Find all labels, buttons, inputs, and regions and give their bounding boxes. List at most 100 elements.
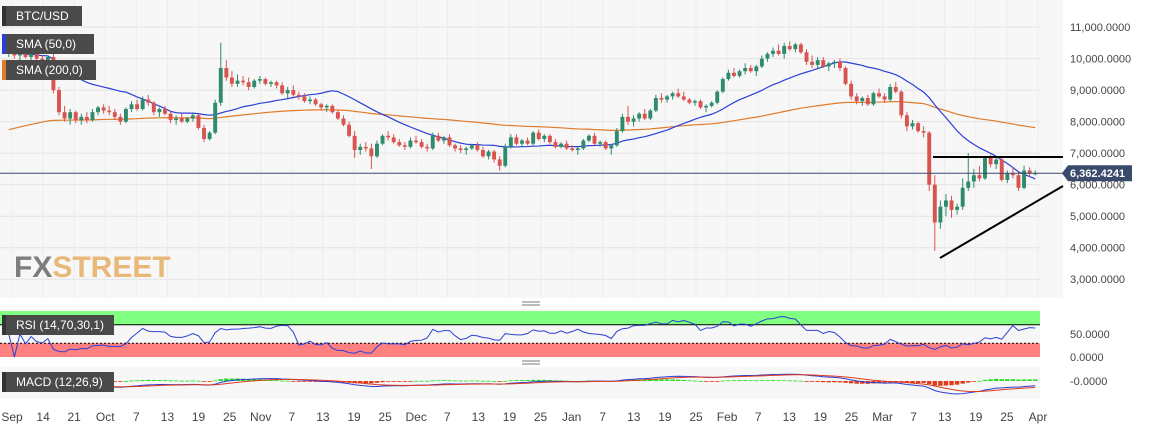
candle-body [402, 145, 407, 147]
macd-histogram-bar [731, 380, 737, 382]
candle-body [464, 148, 469, 150]
x-tick-label: 7 [288, 410, 295, 424]
sma200-text: SMA (200,0) [16, 63, 83, 77]
candle-body [547, 135, 552, 143]
candle-body [369, 148, 374, 157]
macd-histogram-bar [129, 380, 134, 382]
macd-histogram-bar [653, 379, 659, 381]
candle-body [871, 93, 876, 105]
candle-body [553, 142, 558, 147]
macd-histogram-bar [185, 380, 190, 382]
candle-body [436, 135, 441, 141]
candle-body [564, 143, 569, 149]
macd-histogram-bar [703, 381, 709, 382]
price-grid [0, 0, 1040, 298]
candle-body [603, 142, 608, 149]
macd-histogram-bar [670, 379, 675, 381]
candle-body [687, 99, 692, 103]
macd-histogram-bar [252, 379, 257, 381]
candle-body [330, 105, 335, 113]
candle-body [213, 102, 218, 133]
macd-histogram-bar [369, 381, 374, 384]
candle-body [1010, 173, 1015, 176]
macd-histogram-bar [452, 380, 458, 382]
macd-histogram-bar [793, 380, 798, 382]
candle-body [854, 96, 859, 102]
candle-body [1016, 175, 1021, 188]
candle-body [916, 123, 921, 132]
sma200-label[interactable]: SMA (200,0) [2, 60, 96, 80]
candle-body [246, 82, 251, 87]
macd-histogram-bar [1021, 379, 1027, 381]
macd-histogram-bar [279, 380, 285, 382]
macd-histogram-bar [1032, 379, 1038, 381]
x-tick-label: Oct [96, 410, 115, 424]
separator-1[interactable] [0, 298, 1063, 308]
macd-histogram-bar [480, 380, 486, 382]
candle-body [754, 66, 759, 72]
candle-body [971, 175, 976, 182]
candle-body [865, 97, 870, 105]
candle-body [653, 97, 658, 111]
sma-200-path [8, 100, 1036, 131]
candle-body [737, 71, 742, 76]
candle-body [469, 145, 474, 149]
x-tick-label: 19 [814, 410, 828, 424]
x-tick-label: 25 [223, 410, 237, 424]
macd-histogram-bar [413, 380, 419, 382]
resize-handle-2[interactable] [522, 360, 540, 365]
candle-body [620, 116, 625, 132]
macd-histogram-bar [715, 381, 720, 382]
macd-histogram-bar [1010, 379, 1016, 381]
macd-histogram-bar [966, 381, 971, 383]
candle-body [107, 110, 112, 113]
candle-body [798, 44, 803, 53]
macd-histogram-bar [397, 381, 402, 382]
sma50-label[interactable]: SMA (50,0) [2, 34, 94, 54]
macd-histogram-bar [742, 380, 748, 381]
candle-body [732, 72, 736, 76]
candle-body [614, 131, 619, 146]
candle-body [174, 118, 179, 121]
candle-body [508, 137, 513, 147]
macd-histogram-bar [335, 381, 341, 383]
candle-body [313, 99, 318, 105]
candle-body [743, 68, 748, 72]
candle-body [40, 58, 45, 61]
macd-histogram-bar [754, 380, 759, 382]
macd-histogram-bar [168, 380, 173, 382]
candle-body [525, 140, 530, 144]
separator-2[interactable] [0, 358, 1063, 366]
rsi-line [8, 316, 1036, 358]
symbol-label[interactable]: BTC/USD [2, 6, 82, 26]
macd-histogram-bar [201, 381, 207, 382]
macd-histogram-bar [737, 380, 742, 381]
resize-handle-1[interactable] [522, 301, 540, 306]
macd-tick-label: -0.0000 [1070, 376, 1107, 388]
macd-histogram-bar [776, 380, 781, 382]
macd-histogram-bar [419, 380, 424, 382]
macd-histogram-bar [876, 381, 882, 384]
macd-histogram-bar [357, 381, 363, 384]
macd-label[interactable]: MACD (12,26,9) [2, 372, 114, 392]
price-axis: 11,000.0000 10,000.0000 9,000.0000 8,000.00… [1070, 22, 1131, 286]
y-tick-label: 10,000.0000 [1070, 54, 1131, 66]
candle-body [29, 53, 34, 58]
candle-body [185, 118, 190, 122]
rsi-label[interactable]: RSI (14,70,30,1) [2, 315, 114, 335]
candle-body [57, 90, 61, 113]
macd-histogram-bar [530, 379, 536, 381]
x-tick-label: 25 [378, 410, 392, 424]
macd-histogram-bar [380, 381, 385, 383]
candle-body [676, 93, 681, 97]
candle-body [291, 90, 296, 95]
macd-histogram-bar [826, 381, 832, 383]
candle-body [815, 60, 820, 65]
macd-histogram-bar [687, 380, 692, 382]
candle-body [988, 157, 993, 165]
candle-body [324, 105, 329, 108]
macd-histogram-bar [659, 379, 664, 381]
price-panel-bg [0, 0, 1063, 298]
